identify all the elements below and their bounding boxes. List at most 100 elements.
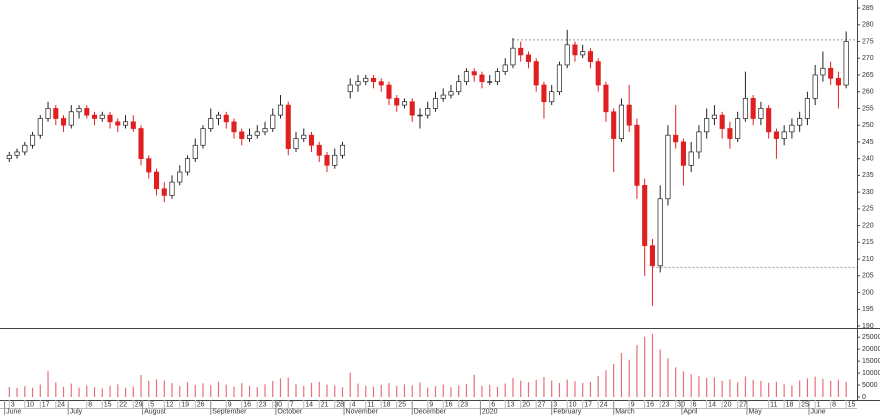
volume-bar	[194, 384, 196, 397]
candle-body	[417, 114, 423, 117]
volume-bar	[589, 381, 592, 397]
volume-bar	[737, 382, 739, 397]
volume-bar	[140, 374, 142, 397]
volume-bar	[78, 387, 80, 397]
candle-body	[727, 128, 733, 139]
candle-body	[828, 67, 834, 79]
volume-bar	[419, 382, 421, 397]
x-tick-label: 27	[538, 401, 546, 408]
y-tick-label: 200	[862, 289, 874, 296]
candle-body	[122, 121, 129, 126]
volume-bar	[86, 385, 88, 397]
candle-body	[215, 114, 222, 119]
x-tick-label: 4	[352, 401, 356, 408]
candle-body	[634, 124, 640, 186]
volume-bar	[473, 374, 475, 397]
x-tick-label: 17	[42, 401, 50, 408]
candle-body	[60, 118, 67, 126]
x-tick-label: 14	[708, 401, 716, 408]
volume-bar	[202, 383, 204, 397]
volume-tick-label: 15000	[862, 358, 880, 365]
candle-body	[603, 84, 609, 113]
x-tick-label: 24	[600, 401, 608, 408]
candle-body	[750, 98, 756, 119]
candle-body	[680, 141, 686, 166]
candle-body	[29, 134, 36, 146]
x-tick-label: 27	[739, 401, 747, 408]
candle-body	[285, 104, 291, 149]
candle-body	[487, 81, 493, 83]
volume-bar	[295, 384, 297, 397]
y-tick-label: 280	[862, 22, 874, 29]
volume-bar	[365, 385, 367, 397]
volume-bar	[403, 384, 406, 397]
volume-bar	[8, 386, 10, 397]
volume-bar	[512, 378, 514, 397]
x-tick-label: 10	[569, 401, 577, 408]
y-tick-label: 210	[862, 256, 874, 263]
x-tick-label: 16	[646, 401, 654, 408]
volume-bar	[706, 378, 708, 397]
volume-bar	[458, 385, 460, 397]
x-tick-label: 11	[770, 401, 777, 408]
volume-tick-label: 5000	[862, 382, 878, 389]
volume-bar	[318, 381, 320, 397]
candle-body	[293, 138, 299, 149]
x-tick-label: 23	[662, 401, 670, 408]
volume-bar	[55, 382, 57, 397]
candle-body	[409, 101, 415, 116]
candle-body	[208, 118, 214, 129]
volume-bar	[310, 382, 313, 397]
candle-body	[425, 108, 431, 116]
volume-bar	[256, 387, 258, 397]
y-tick-label: 270	[862, 55, 874, 62]
volume-tick-label: 10000	[862, 370, 880, 377]
volume-bar	[582, 382, 584, 397]
candle-body	[107, 114, 113, 123]
y-tick-label: 255	[862, 105, 874, 112]
x-tick-label: 15	[848, 401, 856, 408]
candle-body	[580, 51, 586, 56]
x-tick-label: 11	[367, 401, 374, 408]
volume-bar	[148, 380, 150, 397]
month-label: August	[144, 408, 166, 415]
x-tick-label: 29	[135, 401, 143, 408]
candle-body	[99, 114, 105, 119]
y-tick-label: 220	[862, 222, 874, 229]
candle-body	[494, 71, 501, 83]
volume-bar	[830, 380, 832, 397]
volume-bar	[535, 380, 537, 397]
volume-bar	[551, 380, 553, 397]
candle-body	[711, 114, 717, 119]
month-label: March	[615, 408, 635, 415]
x-tick-label: 8	[88, 401, 92, 408]
volume-bar	[434, 386, 437, 397]
x-tick-label: 1	[817, 401, 821, 408]
volume-bar	[775, 381, 778, 397]
candle-body	[76, 108, 82, 113]
candle-body	[301, 134, 307, 139]
volume-tick-label: 25000	[862, 334, 880, 341]
candle-body	[386, 84, 392, 99]
x-tick-label: 10	[26, 401, 34, 408]
volume-bar	[388, 383, 390, 397]
x-tick-label: 20	[522, 401, 530, 408]
y-tick-label: 230	[862, 189, 874, 196]
x-tick-label: 18	[786, 401, 794, 408]
candle-body	[789, 124, 795, 133]
volume-bar	[489, 384, 491, 397]
candle-body	[355, 81, 361, 86]
volume-bar	[287, 377, 289, 397]
candle-body	[502, 64, 508, 72]
volume-bar	[768, 382, 770, 397]
volume-bar	[396, 385, 398, 397]
candle-body	[533, 61, 539, 86]
volume-bar	[248, 385, 251, 397]
volume-bar	[101, 388, 103, 397]
x-tick-label: 9	[631, 401, 635, 408]
volume-bar	[357, 383, 359, 397]
y-tick-label: 240	[862, 155, 874, 162]
x-tick-label: 25	[801, 401, 809, 408]
candle-body	[308, 134, 315, 146]
